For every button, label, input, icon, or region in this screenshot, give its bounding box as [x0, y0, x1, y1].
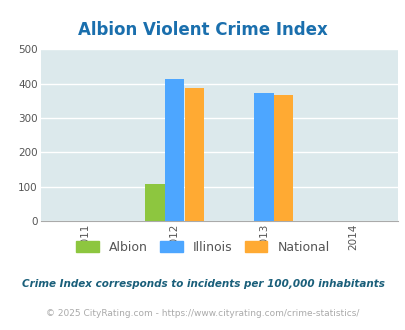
Bar — [145, 184, 164, 221]
Bar — [273, 95, 292, 221]
Legend: Albion, Illinois, National: Albion, Illinois, National — [72, 237, 333, 258]
Text: © 2025 CityRating.com - https://www.cityrating.com/crime-statistics/: © 2025 CityRating.com - https://www.city… — [46, 309, 359, 318]
Text: Albion Violent Crime Index: Albion Violent Crime Index — [78, 21, 327, 39]
Bar — [184, 88, 203, 221]
Bar — [164, 79, 184, 221]
Bar — [254, 93, 273, 221]
Text: Crime Index corresponds to incidents per 100,000 inhabitants: Crime Index corresponds to incidents per… — [21, 279, 384, 289]
